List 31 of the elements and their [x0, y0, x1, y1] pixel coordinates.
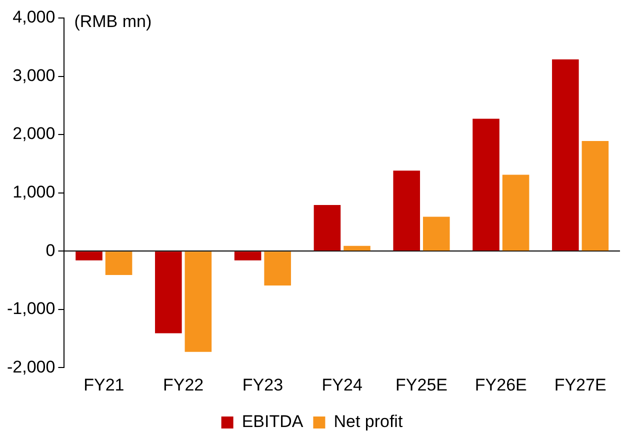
bar	[184, 252, 212, 352]
bar	[502, 174, 530, 251]
legend-label: EBITDA	[242, 412, 304, 432]
y-tick-label: -1,000	[7, 299, 56, 318]
bar	[76, 252, 102, 260]
x-tick-label: FY21	[84, 375, 124, 394]
bar	[582, 140, 609, 251]
x-tick-label: FY24	[322, 375, 362, 394]
y-tick-label: 1,000	[12, 182, 56, 202]
legend-label: Net profit	[334, 412, 403, 432]
bar	[264, 252, 291, 286]
x-tick-label: FY25E	[396, 375, 448, 394]
bar	[552, 59, 579, 251]
x-tick-label: FY27E	[554, 375, 606, 394]
x-tick-label: FY22	[162, 375, 204, 394]
x-tick-label: FY26E	[474, 375, 527, 394]
bar	[314, 205, 341, 251]
y-axis-title: (RMB mn)	[74, 12, 152, 32]
y-tick-label: 4,000	[12, 8, 56, 27]
x-tick-label: FY23	[242, 375, 284, 394]
y-tick-label: -2,000	[7, 357, 56, 376]
bar	[105, 252, 132, 275]
bar	[155, 252, 182, 334]
bar	[344, 246, 370, 251]
y-tick-label: 2,000	[12, 124, 56, 144]
y-tick-label: 3,000	[12, 66, 56, 85]
bar	[422, 216, 450, 251]
bar	[234, 252, 262, 260]
bar	[472, 118, 500, 251]
bar	[393, 170, 420, 251]
y-tick-label: 0	[46, 240, 56, 260]
